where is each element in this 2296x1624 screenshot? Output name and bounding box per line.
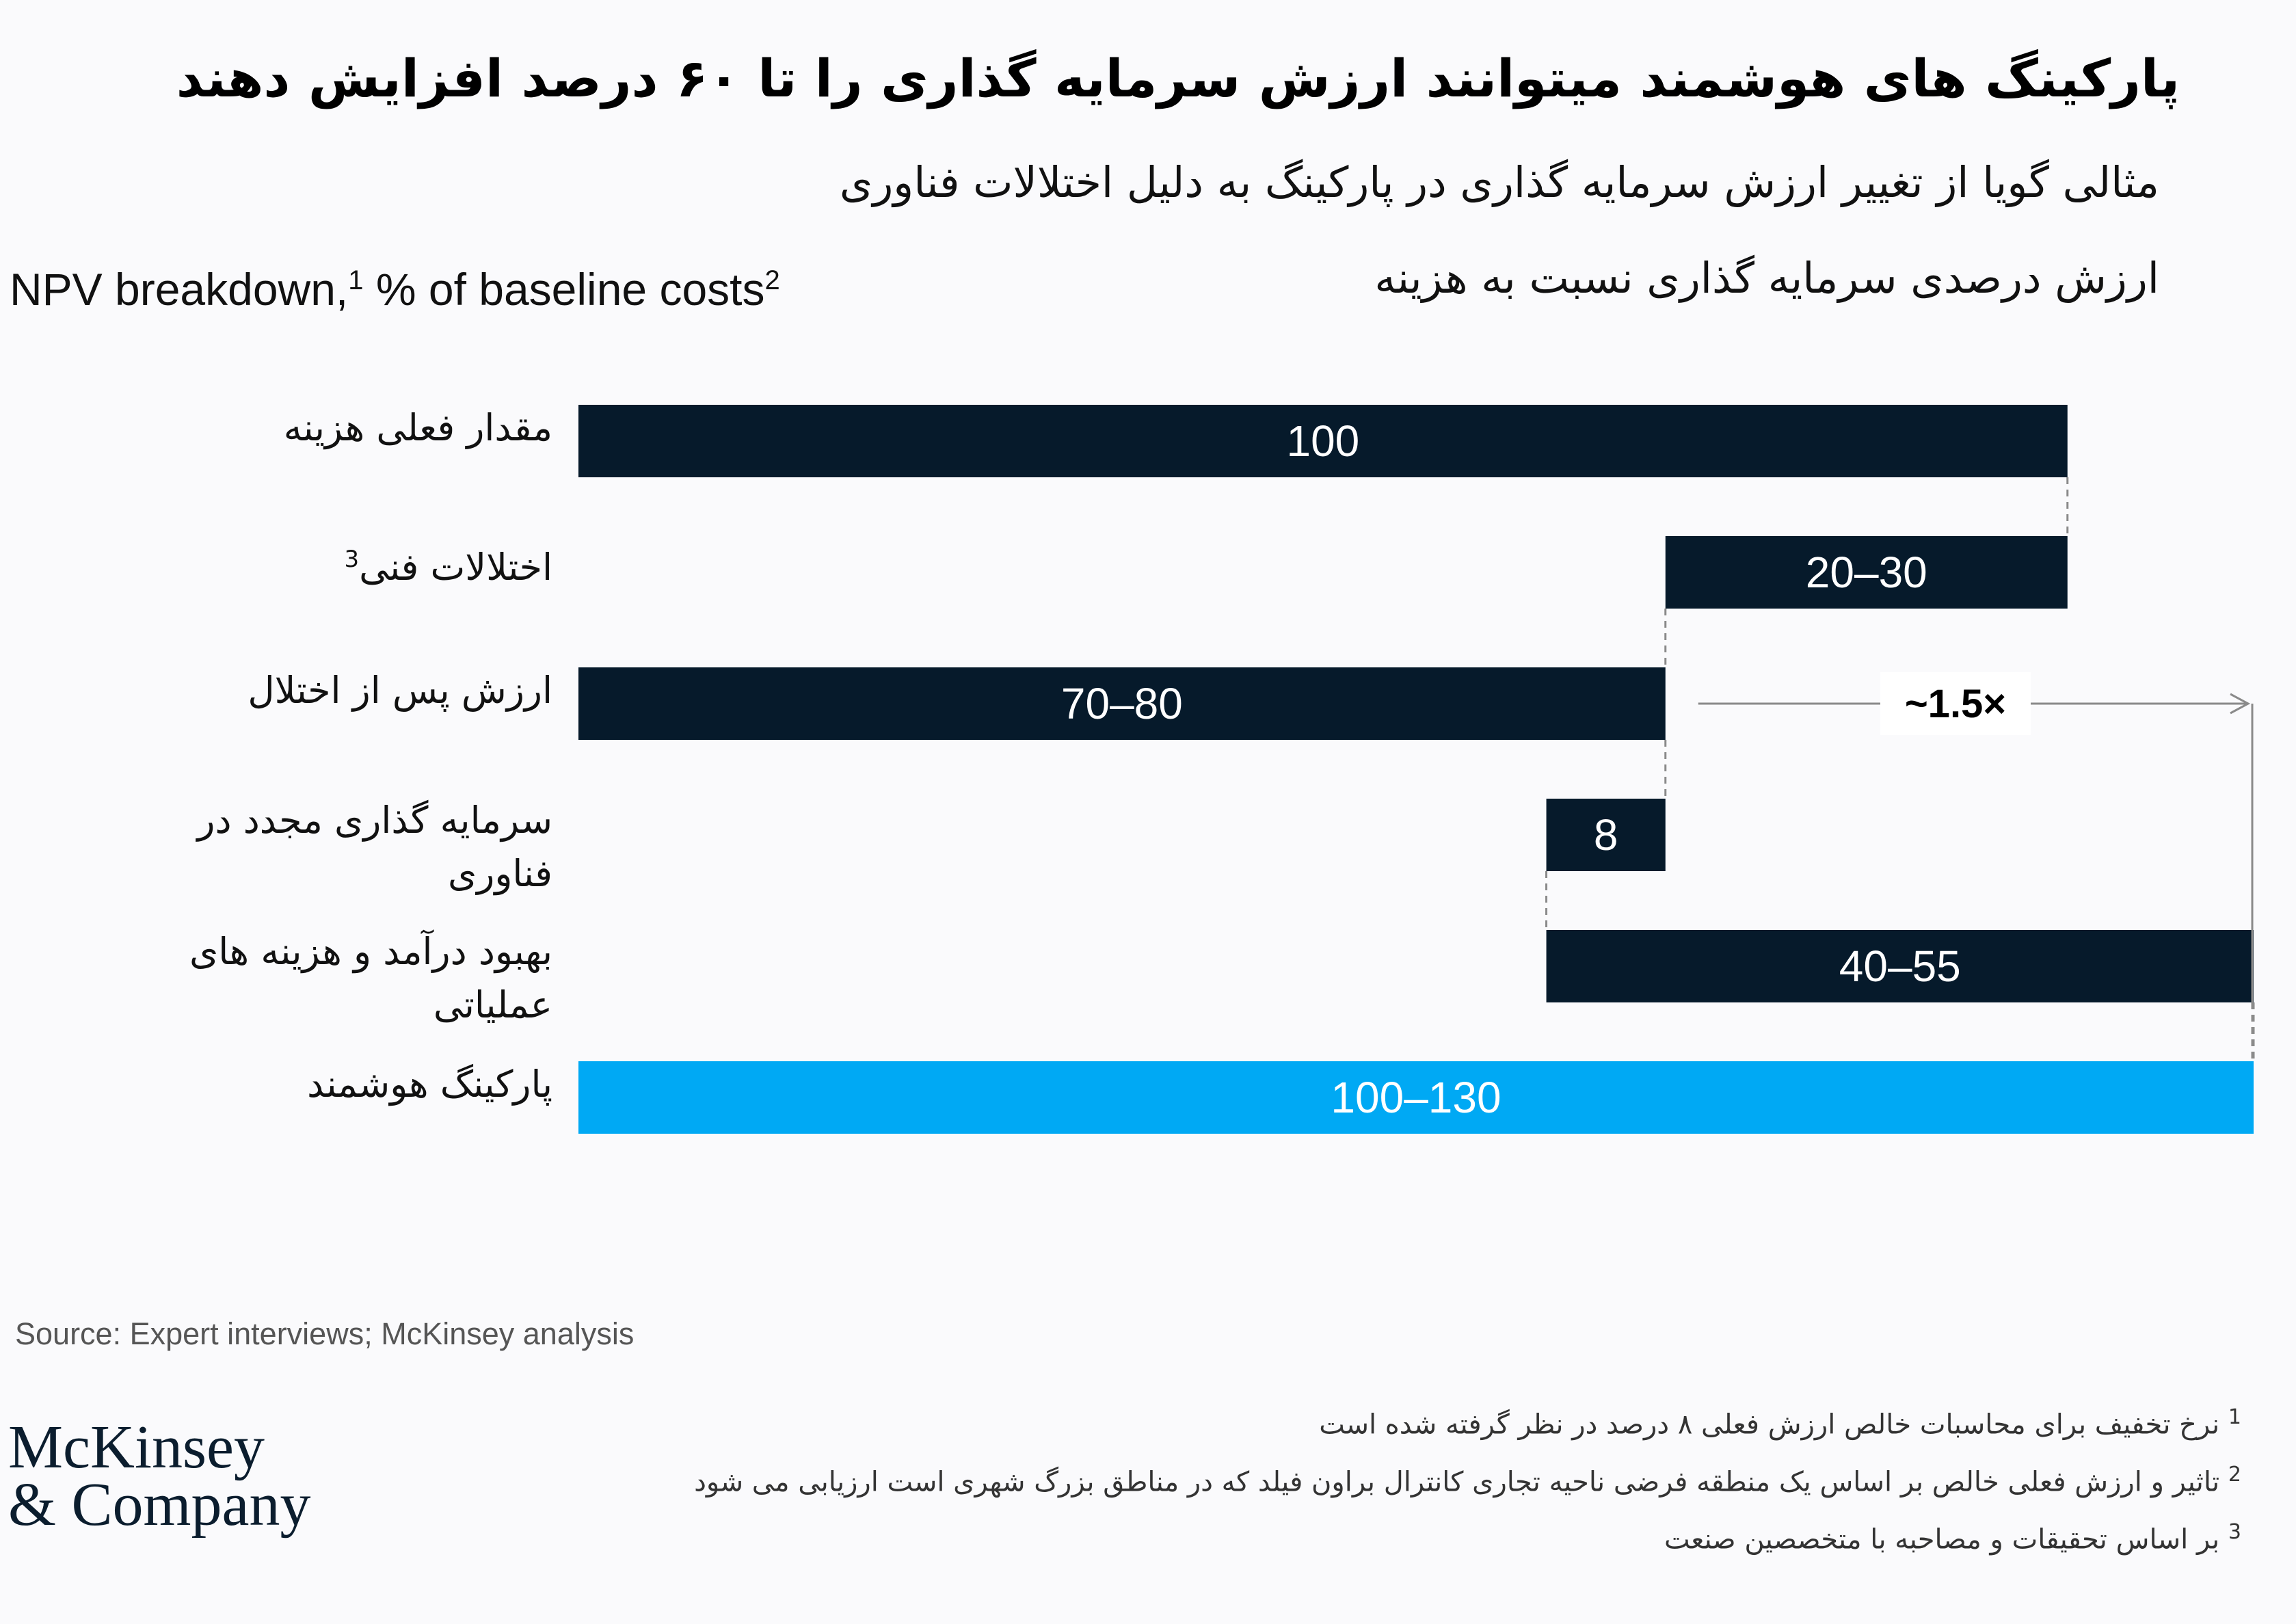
bar-5 — [1546, 930, 2254, 1002]
category-label-3: ارزش پس از اختلال — [248, 669, 552, 712]
bar-value-label-3: 70–80 — [1061, 679, 1183, 728]
mckinsey-logo: McKinsey & Company — [8, 1413, 311, 1539]
unit-label-english: NPV breakdown,1 % of baseline costs2 — [10, 263, 780, 315]
category-label-5: بهبود درآمد و هزینه های عملیاتی — [189, 930, 552, 1026]
bar-value-label-1: 100 — [1286, 416, 1359, 466]
arrow-head-icon — [2230, 693, 2251, 715]
waterfall-chart: 100 20–30 70–80 8 40–55 100–130 ~1.5× — [578, 405, 2255, 1134]
chart-title: پارکینگ های هوشمند میتوانند ارزش سرمایه … — [176, 48, 2180, 109]
annotation-label: ~1.5× — [1905, 682, 2006, 726]
unit-text-2: % of baseline costs — [363, 264, 765, 315]
bar-6 — [578, 1061, 2254, 1134]
footnote-1: 1 نرخ تخفیف برای محاسبات خالص ارزش فعلی … — [1319, 1405, 2241, 1441]
unit-sup-1: 1 — [348, 265, 364, 295]
footnote-3: 3 بر اساس تحقیقات و مصاحبه با متخصصین صن… — [1664, 1520, 2241, 1556]
bar-value-label-5: 40–55 — [1839, 942, 1961, 991]
category-label-1: مقدار فعلی هزینه — [283, 406, 552, 449]
unit-label-persian: ارزش درصدی سرمایه گذاری نسبت به هزینه — [1374, 253, 2159, 303]
unit-sup-2: 2 — [764, 265, 780, 295]
bar-3 — [578, 667, 1666, 740]
unit-text-1: NPV breakdown, — [10, 264, 349, 315]
bar-value-label-6: 100–130 — [1331, 1073, 1501, 1122]
category-label-6: پارکینگ هوشمند — [307, 1063, 552, 1106]
bar-value-label-2: 20–30 — [1806, 548, 1927, 597]
bar-2 — [1665, 536, 2068, 609]
logo-line-1: McKinsey — [8, 1413, 265, 1481]
footnote-2: 2 تاثیر و ارزش فعلی خالص بر اساس یک منطق… — [694, 1463, 2241, 1498]
source-note: Source: Expert interviews; McKinsey anal… — [15, 1316, 635, 1351]
annotation-box — [1880, 672, 2031, 735]
chart-subtitle: مثالی گویا از تغییر ارزش سرمایه گذاری در… — [839, 157, 2159, 207]
logo-line-2: & Company — [8, 1471, 311, 1539]
bar-1 — [578, 405, 2068, 477]
bar-4 — [1546, 799, 1666, 871]
category-label-4: سرمایه گذاری مجدد در فناوری — [197, 799, 552, 895]
bar-value-label-4: 8 — [1594, 810, 1618, 860]
category-label-2: اختلالات فنی3 — [344, 546, 552, 589]
